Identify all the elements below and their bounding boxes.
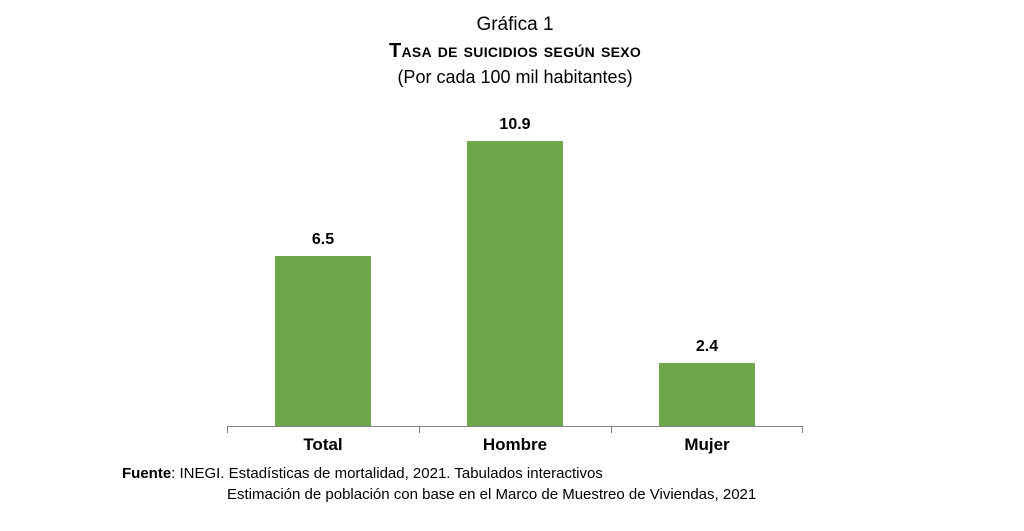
source-line-2: Estimación de población con base en el M…	[227, 486, 757, 503]
bar-hombre	[467, 141, 563, 426]
chart-number-label: Gráfica 1	[476, 14, 554, 35]
source-note: Fuente: INEGI. Estadísticas de mortalida…	[122, 463, 756, 505]
category-label-mujer: Mujer	[684, 435, 730, 454]
category-label-total: Total	[303, 435, 343, 454]
chart-title: Tasa de suicidios según sexo	[388, 39, 642, 62]
value-label-total: 6.5	[311, 231, 335, 248]
source-prefix: Fuente	[122, 465, 172, 482]
value-label-hombre: 10.9	[499, 116, 531, 133]
x-axis-tick	[611, 426, 612, 433]
bar-group-total: 6.5	[227, 112, 419, 426]
bar-group-mujer: 2.4	[611, 112, 803, 426]
x-axis-tick	[227, 426, 228, 433]
x-axis-tick	[419, 426, 420, 433]
plot-area: 6.5 10.9 2.4	[227, 112, 803, 433]
chart-title-block: Gráfica 1 Tasa de suicidios según sexo (…	[227, 12, 803, 89]
x-axis-tick	[802, 426, 803, 433]
category-label-hombre: Hombre	[482, 435, 548, 454]
chart-subtitle: (Por cada 100 mil habitantes)	[397, 66, 633, 87]
bar-mujer	[659, 363, 755, 426]
bar-group-hombre: 10.9	[419, 112, 611, 426]
x-axis-category-labels: Total Hombre Mujer	[227, 435, 803, 455]
source-line-1: Fuente: INEGI. Estadísticas de mortalida…	[122, 463, 756, 484]
value-label-mujer: 2.4	[695, 338, 719, 355]
bar-total	[275, 256, 371, 426]
source-line-1-text: : INEGI. Estadísticas de mortalidad, 202…	[171, 465, 603, 482]
